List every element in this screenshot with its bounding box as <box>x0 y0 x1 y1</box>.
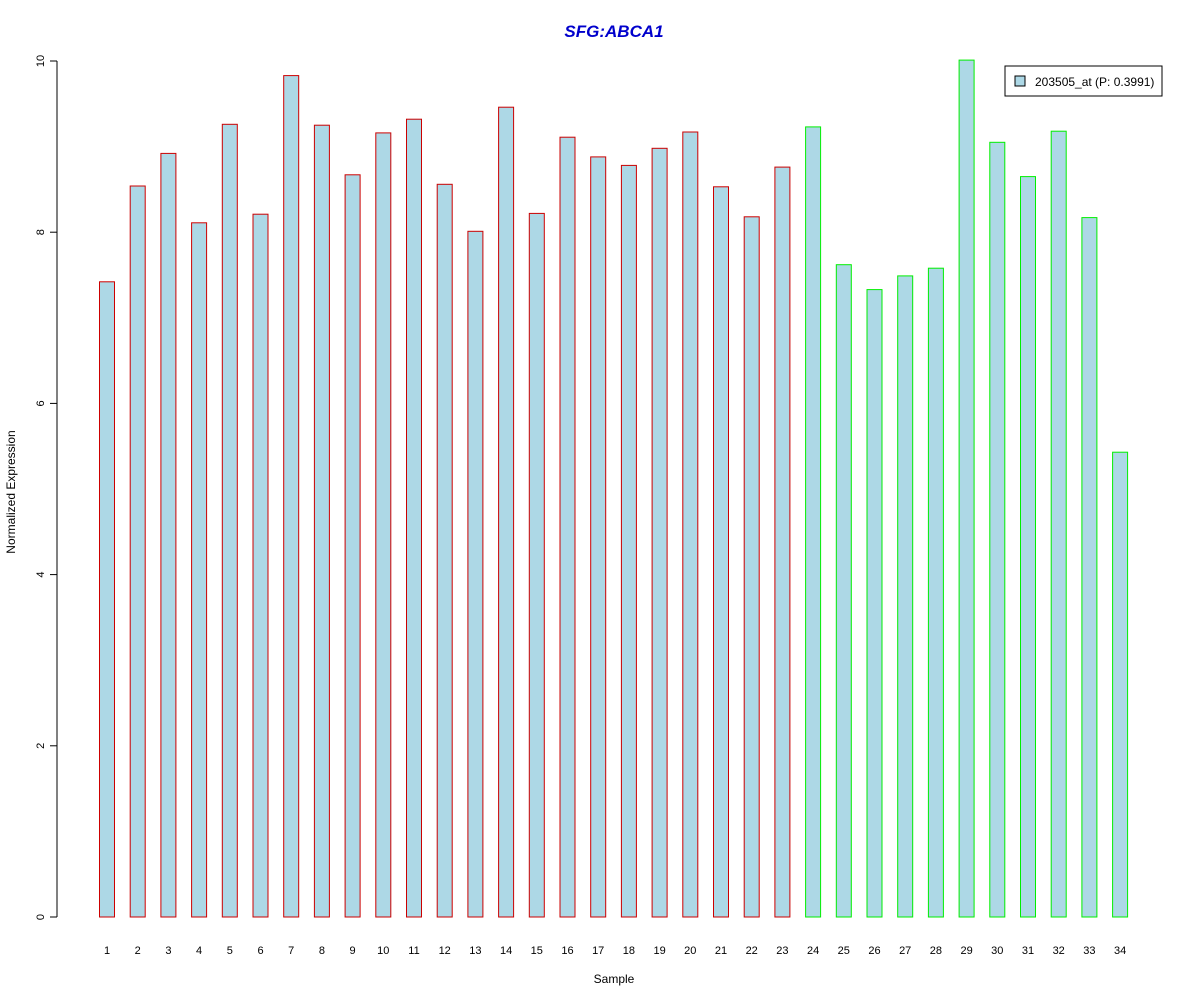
bar-sample-34 <box>1112 451 1129 918</box>
bar-sample-15 <box>528 212 545 918</box>
bar-sample-5 <box>221 123 238 918</box>
bar-sample-29 <box>958 59 975 918</box>
x-tick-label: 14 <box>500 945 512 957</box>
x-tick-label: 9 <box>350 945 356 957</box>
y-tick-label: 2 <box>35 743 47 749</box>
bar-sample-16 <box>559 136 576 918</box>
y-tick-label: 6 <box>35 400 47 406</box>
x-tick-label: 16 <box>561 945 573 957</box>
x-tick-label: 2 <box>135 945 141 957</box>
x-tick-label: 20 <box>684 945 696 957</box>
bar-sample-17 <box>590 156 607 918</box>
bar-sample-30 <box>989 141 1006 918</box>
x-tick-label: 23 <box>776 945 788 957</box>
bar-sample-13 <box>467 230 484 918</box>
x-tick-label: 17 <box>592 945 604 957</box>
bar-sample-6 <box>252 213 269 918</box>
bar-sample-4 <box>191 222 208 918</box>
bar-sample-28 <box>927 267 944 918</box>
bar-sample-33 <box>1081 217 1098 918</box>
bar-sample-14 <box>498 106 515 918</box>
bar-sample-21 <box>713 186 729 918</box>
bar-sample-24 <box>805 126 822 918</box>
y-axis: 0 2 4 6 8 10 <box>35 55 58 920</box>
x-tick-label: 31 <box>1022 945 1034 957</box>
bar-sample-31 <box>1020 176 1036 918</box>
x-tick-label: 22 <box>746 945 758 957</box>
x-tick-label: 13 <box>469 945 481 957</box>
bar-sample-20 <box>682 131 699 918</box>
x-tick-label: 10 <box>377 945 389 957</box>
x-tick-label: 24 <box>807 945 819 957</box>
bars <box>99 59 1129 918</box>
x-tick-label: 21 <box>715 945 727 957</box>
x-tick-label: 11 <box>408 945 419 957</box>
bar-sample-12 <box>436 183 453 918</box>
x-tick-label: 15 <box>531 945 543 957</box>
chart-title: SFG:ABCA1 <box>564 22 663 41</box>
legend-swatch <box>1014 75 1026 87</box>
x-tick-label: 30 <box>991 945 1003 957</box>
x-tick-label: 28 <box>930 945 942 957</box>
bar-sample-10 <box>375 132 392 918</box>
x-tick-label: 12 <box>439 945 451 957</box>
bar-sample-22 <box>743 216 760 918</box>
x-tick-label: 3 <box>165 945 171 957</box>
x-axis-title: Sample <box>594 972 635 986</box>
x-tick-label: 18 <box>623 945 635 957</box>
bar-sample-26 <box>866 289 883 918</box>
x-tick-label: 27 <box>899 945 911 957</box>
bar-sample-3 <box>160 152 177 918</box>
x-tick-label: 1 <box>104 945 110 957</box>
bar-sample-1 <box>99 281 115 918</box>
bar-sample-8 <box>313 124 330 918</box>
x-tick-label: 4 <box>196 945 202 957</box>
x-tick-label: 25 <box>838 945 850 957</box>
x-tick-label: 34 <box>1114 945 1126 957</box>
bar-sample-23 <box>774 166 791 918</box>
y-tick-label: 4 <box>35 572 47 578</box>
x-tick-label: 6 <box>257 945 263 957</box>
x-axis-labels: 1 2 3 4 5 6 7 8 9 10 11 12 13 14 15 16 17 18 19 20 21 22 23 24 2… <box>104 945 1126 957</box>
bar-sample-11 <box>406 118 422 918</box>
legend: 203505_at (P: 0.3991) <box>1004 65 1163 97</box>
y-tick-label: 0 <box>35 914 47 920</box>
bar-sample-25 <box>835 264 852 918</box>
bar-sample-27 <box>897 275 914 918</box>
x-tick-label: 19 <box>653 945 665 957</box>
legend-box <box>1004 65 1163 97</box>
x-tick-label: 29 <box>960 945 972 957</box>
x-tick-label: 26 <box>868 945 880 957</box>
y-axis-title: Normalized Expression <box>4 430 18 553</box>
x-tick-label: 8 <box>319 945 325 957</box>
x-tick-label: 33 <box>1083 945 1095 957</box>
x-tick-label: 7 <box>288 945 294 957</box>
y-tick-label: 10 <box>35 55 47 67</box>
bar-sample-18 <box>620 164 637 918</box>
bar-sample-32 <box>1050 130 1067 918</box>
y-tick-label: 8 <box>35 229 47 235</box>
bar-sample-19 <box>651 147 668 918</box>
bar-sample-2 <box>129 185 146 918</box>
bar-sample-7 <box>283 75 300 918</box>
x-tick-label: 5 <box>227 945 233 957</box>
legend-label: 203505_at (P: 0.3991) <box>1035 75 1154 89</box>
bar-sample-9 <box>344 174 361 918</box>
x-tick-label: 32 <box>1053 945 1065 957</box>
